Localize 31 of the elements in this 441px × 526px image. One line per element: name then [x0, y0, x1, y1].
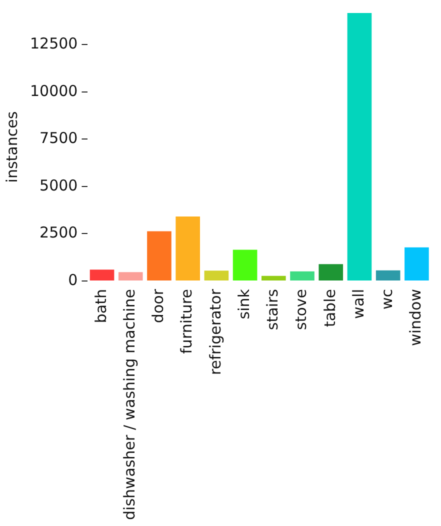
bar — [232, 250, 258, 281]
x-tick-label: refrigerator — [206, 288, 224, 376]
bar — [118, 272, 143, 281]
y-tick-label: 10000 — [30, 82, 78, 100]
bar — [90, 270, 114, 281]
bar — [147, 231, 172, 281]
y-tick-label: 2500 — [40, 224, 78, 242]
x-tick-label: stove — [292, 289, 310, 330]
x-tick-label: table — [320, 289, 339, 328]
bar — [176, 216, 200, 281]
bar — [404, 247, 429, 281]
bar — [318, 264, 344, 281]
x-tick-label: dishwasher / washing machine — [120, 289, 139, 520]
y-tick-label: 0 — [68, 270, 78, 289]
y-tick-label: 7500 — [40, 129, 78, 148]
x-tick-label: door — [149, 288, 168, 324]
x-tick-label: wall — [349, 289, 368, 319]
y-axis-title: instances — [2, 111, 21, 183]
y-tick-label: 5000 — [40, 176, 78, 194]
bar — [290, 271, 314, 281]
x-tick-label: sink — [234, 288, 253, 320]
y-tick-label: 12500 — [30, 34, 78, 52]
x-tick-label: wc — [378, 289, 396, 310]
bar — [262, 276, 286, 281]
bar — [347, 13, 372, 281]
x-tick-label: bath — [92, 289, 110, 324]
x-tick-label: furniture — [178, 289, 196, 354]
x-tick-label: stairs — [264, 288, 282, 330]
x-tick-label: window — [406, 289, 425, 346]
bar — [204, 270, 229, 281]
bar — [376, 270, 400, 281]
